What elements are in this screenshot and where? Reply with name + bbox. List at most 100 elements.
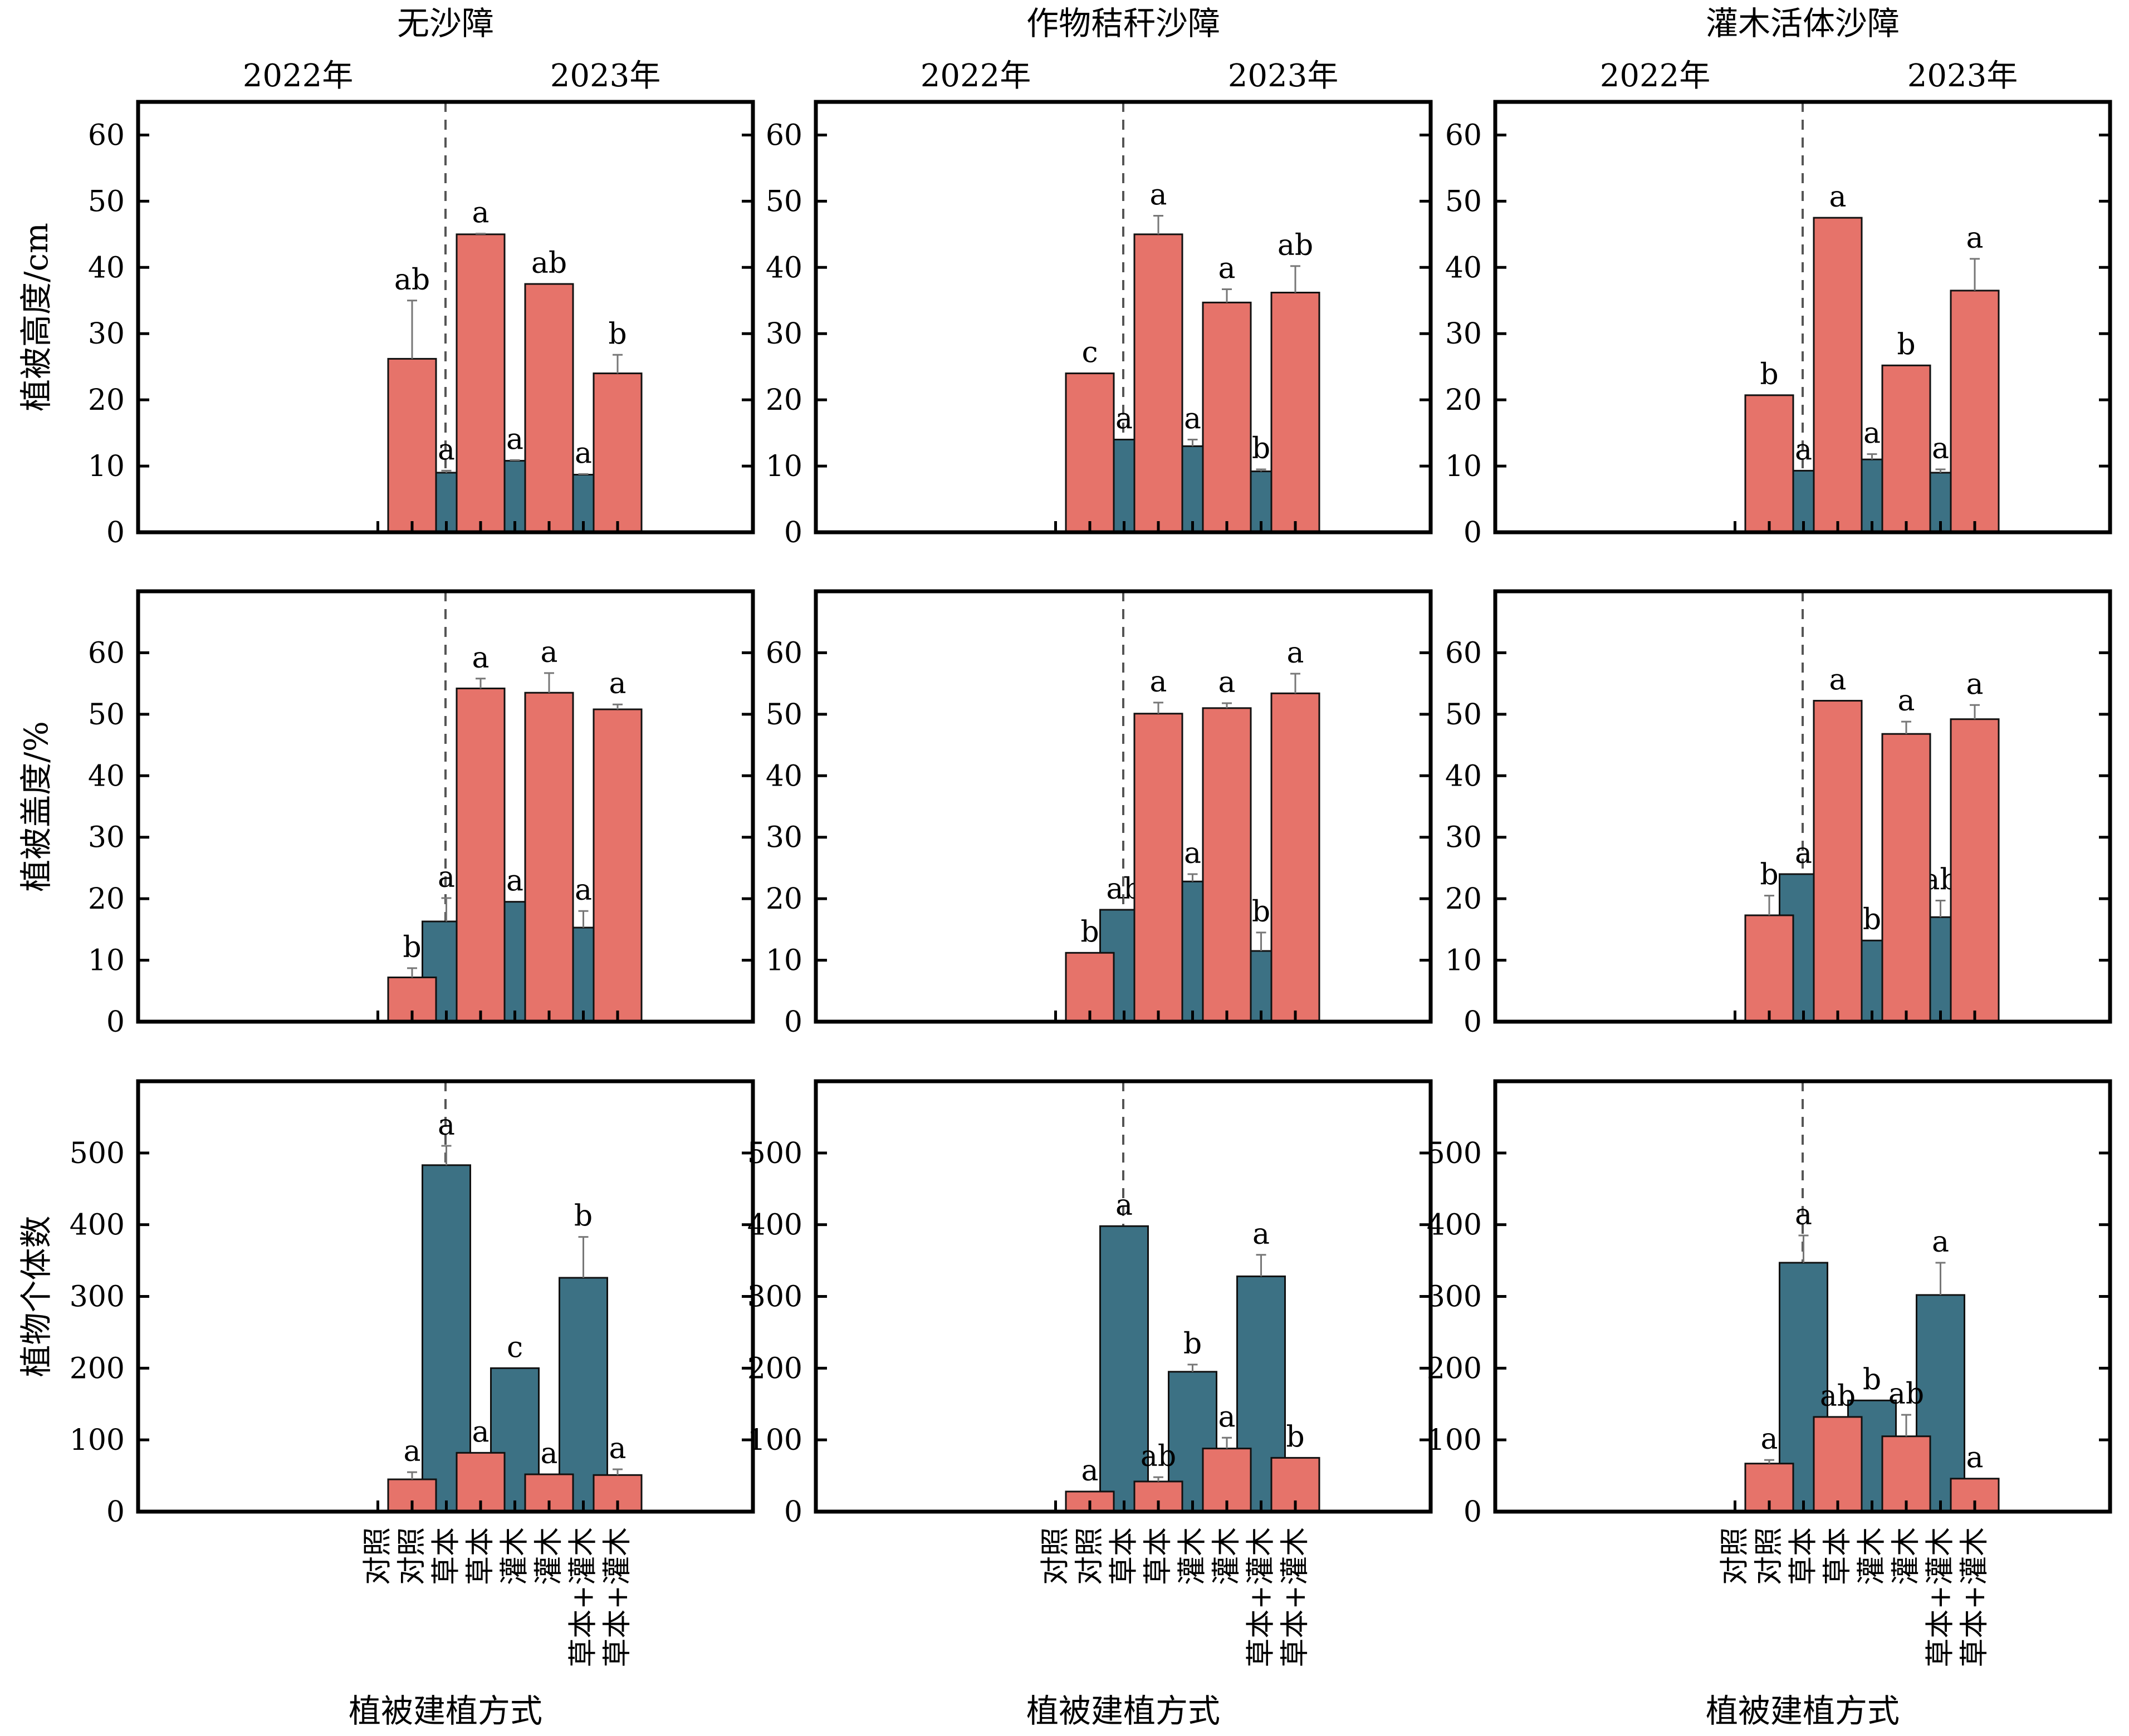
significance-label: b — [1863, 903, 1881, 936]
significance-label: a — [1184, 837, 1201, 870]
panel-1-3: a a a b a b a 0 10 20 30 40 50 60 灌木活体沙障 2022年 2023年 — [1445, 4, 2112, 550]
year-label-2022: 2022年 — [1600, 58, 1711, 94]
significance-label: a — [506, 423, 523, 456]
significance-label: a — [1149, 179, 1167, 212]
y-tick-label: 0 — [1464, 516, 1482, 550]
plot-frame — [814, 100, 1433, 534]
y-tick-label: 300 — [1427, 1281, 1482, 1314]
category-label: 草本+灌木 — [1924, 1527, 1957, 1668]
y-tick-label: 40 — [88, 759, 125, 793]
significance-label: a — [438, 433, 455, 467]
bar-1-0 — [1744, 1463, 1794, 1513]
panel-title: 灌木活体沙障 — [1706, 4, 1900, 42]
significance-label: a — [1115, 1189, 1133, 1222]
bar-1-0 — [1065, 952, 1115, 1023]
significance-label: c — [1081, 336, 1098, 370]
y-axis-label: 植被高度/cm — [17, 223, 55, 411]
significance-label: a — [1863, 417, 1881, 450]
bar-1-1 — [456, 233, 506, 533]
y-tick-label: 100 — [747, 1424, 802, 1457]
y-tick-label: 60 — [1445, 636, 1482, 670]
bar-1-1 — [1813, 217, 1863, 533]
significance-label: a — [472, 197, 489, 230]
significance-label: c — [507, 1331, 523, 1364]
significance-label: ab — [1278, 229, 1313, 262]
bar-1-2 — [1202, 301, 1252, 533]
significance-label: a — [1897, 684, 1915, 718]
y-tick-label: 0 — [106, 516, 125, 550]
y-tick-label: 100 — [70, 1424, 125, 1457]
y-tick-label: 50 — [1445, 185, 1482, 218]
y-tick-label: 60 — [88, 636, 125, 670]
x-axis-label: 植被建植方式 — [349, 1692, 542, 1730]
category-label: 草本 — [1787, 1527, 1820, 1585]
category-label: 草本+灌木 — [1245, 1527, 1278, 1668]
y-tick-label: 50 — [766, 185, 802, 218]
y-tick-label: 0 — [106, 1006, 125, 1039]
significance-label: b — [403, 931, 421, 964]
category-label: 草本+灌木 — [1958, 1527, 1991, 1668]
panel-2-1: a a a b a a a 0 10 20 30 40 50 60 植被盖度/% — [17, 589, 755, 1039]
significance-label: ab — [394, 263, 430, 297]
significance-label: a — [1932, 432, 1949, 465]
bar-1-2 — [1881, 364, 1931, 533]
category-label: 对照 — [1719, 1527, 1752, 1585]
y-tick-label: 30 — [88, 317, 125, 351]
y-tick-label: 300 — [747, 1281, 802, 1314]
category-label: 灌木 — [1210, 1527, 1244, 1585]
bar-1-0 — [1065, 372, 1115, 533]
bar-1-1 — [1133, 233, 1183, 533]
year-label-2022: 2022年 — [243, 58, 354, 94]
bar-1-3 — [1270, 692, 1320, 1023]
y-tick-label: 500 — [1427, 1137, 1482, 1170]
significance-label: a — [609, 1432, 626, 1465]
y-tick-label: 200 — [747, 1352, 802, 1385]
category-label: 草本 — [1142, 1527, 1175, 1585]
panel-3-2: abaa abab0100200300400500对照 草本 灌木 草本+灌木对照 草本灌… — [747, 1079, 1433, 1730]
y-tick-label: 0 — [784, 1006, 802, 1039]
significance-label: b — [1863, 1363, 1881, 1396]
year-label-2023: 2023年 — [1228, 58, 1339, 94]
panel-title: 无沙障 — [397, 4, 494, 42]
x-axis-label: 植被建植方式 — [1026, 1692, 1220, 1730]
y-tick-label: 20 — [766, 882, 802, 916]
bar-1-1 — [1813, 700, 1863, 1023]
y-tick-label: 20 — [1445, 384, 1482, 417]
significance-label: a — [1795, 1198, 1812, 1232]
y-tick-label: 50 — [1445, 698, 1482, 732]
significance-label: a — [1115, 403, 1133, 436]
year-label-2023: 2023年 — [550, 58, 661, 94]
significance-label: b — [1252, 432, 1270, 465]
bar-1-2 — [1202, 707, 1252, 1023]
bar-1-2 — [524, 283, 574, 533]
y-tick-label: 0 — [784, 1495, 802, 1529]
y-tick-label: 10 — [766, 450, 802, 483]
significance-label: a — [438, 1109, 455, 1142]
y-tick-label: 60 — [766, 636, 802, 670]
y-tick-label: 10 — [766, 944, 802, 978]
significance-label: b — [1760, 358, 1778, 391]
bar-1-3 — [1270, 291, 1320, 533]
significance-label: a — [438, 861, 455, 894]
significance-label: a — [609, 667, 626, 700]
significance-label: a — [1252, 1218, 1270, 1251]
significance-label: a — [1286, 636, 1304, 670]
category-label: 灌木 — [532, 1527, 566, 1585]
y-tick-label: 400 — [747, 1209, 802, 1242]
plot-frame — [814, 1079, 1433, 1514]
panel-1-1: a a a ab a ab b 0 10 20 30 40 50 60 植被高度/cm 无沙障 2022年 202… — [17, 4, 755, 550]
bar-1-2 — [524, 692, 574, 1023]
significance-label: a — [540, 1437, 557, 1470]
significance-label: a — [1081, 1454, 1098, 1488]
plot-frame — [136, 589, 755, 1024]
y-tick-label: 0 — [1464, 1006, 1482, 1039]
y-tick-label: 20 — [766, 384, 802, 417]
category-label: 草本 — [464, 1527, 497, 1585]
bar-1-2 — [1881, 1435, 1931, 1513]
significance-label: a — [1966, 222, 1983, 255]
category-label: 对照 — [1753, 1527, 1786, 1585]
x-axis-label: 植被建植方式 — [1706, 1692, 1900, 1730]
significance-label: a — [1218, 252, 1235, 286]
